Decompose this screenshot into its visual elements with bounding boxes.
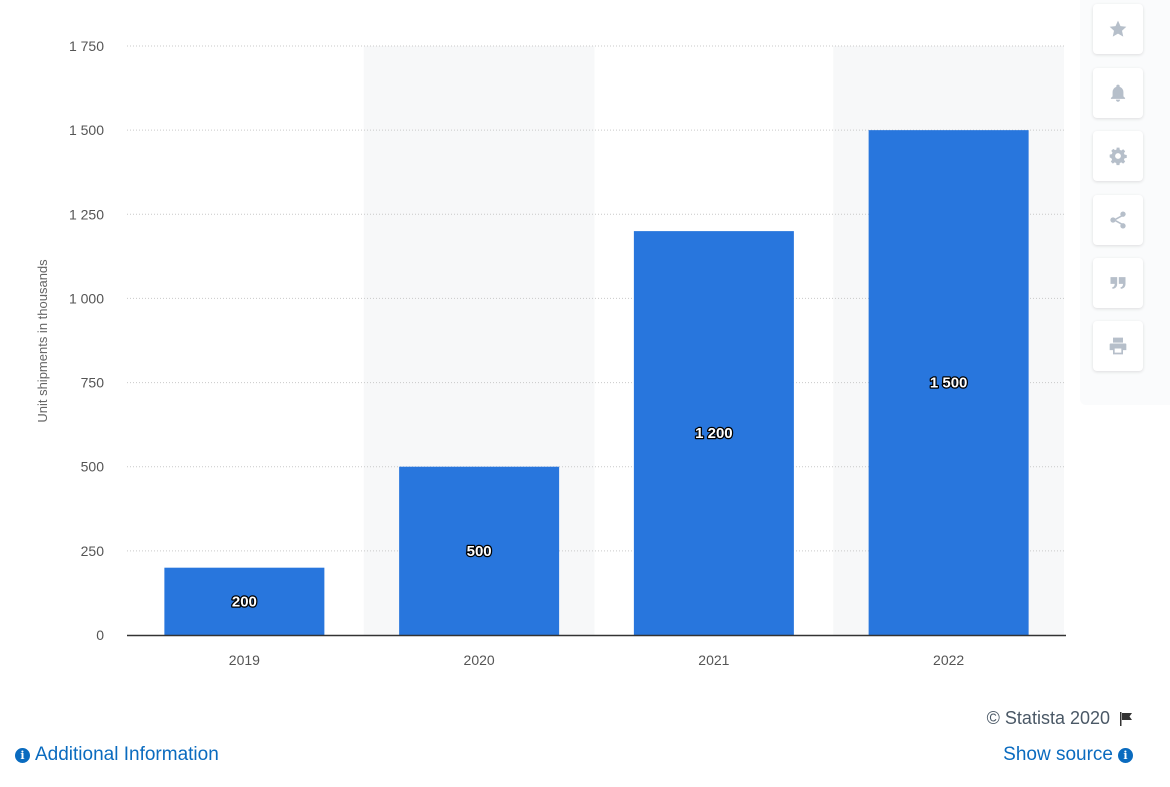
data-label-2020: 500	[467, 543, 492, 560]
additional-information-link[interactable]: i Additional Information	[15, 744, 219, 766]
show-source-link[interactable]: Show source i	[1003, 744, 1133, 766]
bar-2019	[164, 567, 325, 635]
data-label-2022: 1 500	[930, 375, 968, 392]
share-icon	[1110, 211, 1126, 229]
y-tick-label: 1 250	[69, 206, 104, 222]
bell-icon	[1110, 84, 1126, 102]
quote-icon	[1110, 277, 1126, 289]
x-tick-label: 2022	[933, 652, 964, 668]
y-tick-label: 500	[81, 459, 105, 475]
print-button[interactable]	[1093, 321, 1143, 371]
flag-icon[interactable]	[1118, 711, 1134, 727]
print-icon	[1109, 337, 1127, 355]
gridlines	[127, 45, 1066, 552]
notification-button[interactable]	[1093, 68, 1143, 118]
x-tick-label: 2019	[229, 652, 260, 668]
info-icon: i	[1118, 747, 1133, 763]
y-tick-label: 1 000	[69, 290, 104, 306]
y-axis-title: Unit shipments in thousands	[35, 259, 50, 423]
share-button[interactable]	[1093, 195, 1143, 245]
cite-button[interactable]	[1093, 258, 1143, 308]
y-tick-label: 0	[96, 627, 104, 643]
credit-text: © Statista 2020	[986, 708, 1110, 728]
x-tick-label: 2021	[698, 652, 729, 668]
y-tick-labels: 0 250 500 750 1 000 1 250 1 500 1 750	[69, 38, 104, 643]
settings-button[interactable]	[1093, 131, 1143, 181]
bar-2021	[633, 231, 794, 635]
additional-information-label: Additional Information	[35, 744, 219, 765]
bar-2022	[868, 130, 1029, 635]
data-label-2021: 1 200	[695, 425, 733, 442]
info-icon: i	[15, 747, 30, 763]
bar-chart: 200 500 1 200 1 500 0 250 500 750 1 000 1 250 1 5…	[35, 38, 1066, 668]
bar-2020	[399, 466, 560, 635]
y-tick-label: 1 750	[69, 38, 104, 54]
favorite-button[interactable]	[1093, 4, 1143, 54]
star-icon	[1109, 20, 1127, 37]
data-labels: 200 500 1 200 1 500	[231, 373, 969, 611]
x-tick-labels: 2019 2020 2021 2022	[229, 652, 965, 668]
y-tick-label: 1 500	[69, 122, 104, 138]
x-tick-label: 2020	[464, 652, 495, 668]
copyright-credit: © Statista 2020	[987, 708, 1134, 729]
y-tick-label: 750	[81, 375, 105, 391]
data-label-2019: 200	[232, 593, 257, 610]
bars	[164, 130, 1029, 635]
y-tick-label: 250	[81, 543, 105, 559]
show-source-label: Show source	[1003, 744, 1113, 765]
gear-icon	[1109, 147, 1127, 166]
